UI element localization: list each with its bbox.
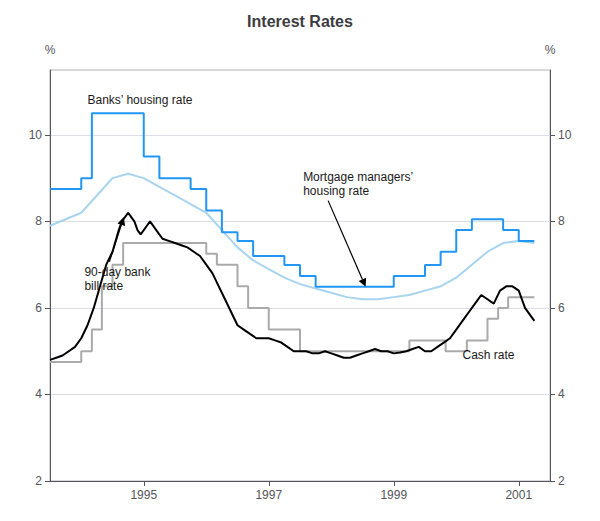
- svg-text:1995: 1995: [130, 488, 157, 502]
- svg-text:10: 10: [558, 128, 572, 142]
- svg-text:Banks’ housing rate: Banks’ housing rate: [88, 93, 193, 107]
- svg-text:90-day bank: 90-day bank: [84, 265, 151, 279]
- svg-text:Mortgage managers’: Mortgage managers’: [303, 170, 413, 184]
- svg-text:6: 6: [35, 301, 42, 315]
- svg-text:Interest Rates: Interest Rates: [247, 13, 353, 30]
- svg-text:Cash rate: Cash rate: [463, 348, 515, 362]
- svg-text:2001: 2001: [505, 488, 532, 502]
- svg-text:1999: 1999: [380, 488, 407, 502]
- svg-text:2: 2: [35, 474, 42, 488]
- svg-text:4: 4: [558, 387, 565, 401]
- svg-text:8: 8: [35, 214, 42, 228]
- svg-text:housing rate: housing rate: [303, 184, 369, 198]
- svg-text:%: %: [45, 43, 56, 57]
- svg-text:bill rate: bill rate: [84, 279, 123, 293]
- svg-text:2: 2: [558, 474, 565, 488]
- svg-text:1997: 1997: [255, 488, 282, 502]
- svg-text:10: 10: [29, 128, 43, 142]
- svg-text:%: %: [545, 43, 556, 57]
- svg-text:4: 4: [35, 387, 42, 401]
- svg-text:6: 6: [558, 301, 565, 315]
- svg-text:8: 8: [558, 214, 565, 228]
